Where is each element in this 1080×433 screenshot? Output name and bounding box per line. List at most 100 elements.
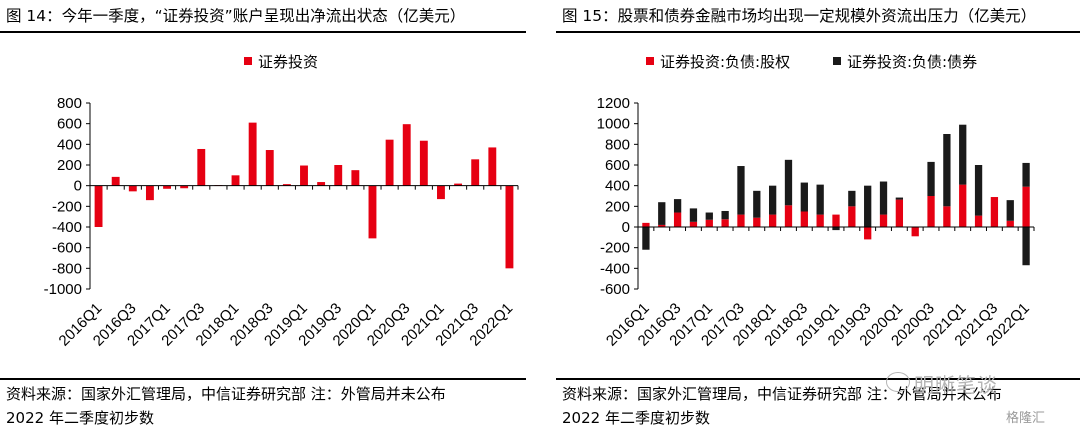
bar (419, 140, 428, 186)
bar (351, 170, 360, 186)
bar (689, 208, 698, 222)
bar (658, 202, 666, 225)
y-tick-label: -200 (52, 198, 82, 215)
bar (1022, 186, 1030, 227)
y-tick-label: 1200 (597, 95, 630, 112)
bar (800, 182, 808, 212)
bar (300, 165, 308, 186)
y-tick-label: 600 (57, 116, 82, 133)
legend-swatch (244, 57, 252, 65)
bar (385, 139, 394, 186)
legend-swatch (646, 57, 654, 65)
y-tick-label: -1000 (44, 281, 82, 298)
chart-panel-left: 图 14：今年一季度，“证券投资”账户呈现出净流出状态（亿美元） -1000 -8… (0, 0, 526, 433)
source-line-2: 2022 年二季度初步数 (6, 409, 154, 427)
bar (658, 224, 666, 227)
y-tick-label: 200 (57, 157, 82, 174)
source-line-1: 资料来源：国家外汇管理局，中信证券研究部 注：外管局并未公布 (6, 385, 446, 403)
bar (927, 161, 935, 196)
bar (471, 159, 480, 186)
y-tick-label: 0 (74, 178, 82, 195)
bar (197, 148, 206, 186)
bar (816, 214, 824, 227)
source-note: 资料来源：国家外汇管理局，中信证券研究部 注：外管局并未公布 2022 年二季度… (6, 382, 526, 430)
bar (769, 185, 777, 215)
bar (231, 175, 240, 186)
y-tick-label: 800 (57, 95, 82, 112)
bar (879, 181, 888, 215)
bar (705, 219, 713, 227)
bar (974, 165, 983, 216)
wechat-icon (886, 372, 910, 392)
bar (128, 185, 137, 192)
source-note: 资料来源：国家外汇管理局，中信证券研究部 注：外管局并未公布 2022 年二季度… (562, 382, 1080, 430)
bar (721, 219, 729, 227)
bar (800, 211, 808, 227)
y-tick-label: -600 (52, 240, 82, 257)
bar (769, 214, 777, 227)
bar (402, 124, 411, 186)
bar (943, 134, 951, 207)
y-tick-label: 800 (605, 136, 630, 153)
bar (753, 190, 761, 218)
bar (832, 227, 840, 231)
bar (943, 206, 951, 227)
bar (721, 210, 729, 220)
bar (784, 205, 793, 227)
y-tick-label: -600 (600, 281, 630, 298)
bar (848, 190, 856, 207)
bar (927, 196, 935, 227)
bar (784, 159, 793, 206)
bar (488, 147, 497, 186)
watermark-badge: 格隆汇 (1006, 411, 1046, 426)
bar (848, 206, 856, 227)
y-tick-label: 0 (622, 219, 630, 236)
bar (265, 150, 274, 186)
chart-svg-equity-bond-liabilities: -600-400-2000200400600800100012002016Q12… (597, 53, 1035, 350)
y-tick-label: 1000 (597, 116, 630, 133)
legend-swatch (833, 57, 841, 65)
bar (1022, 227, 1030, 266)
bar (642, 227, 650, 250)
bar (895, 199, 904, 227)
bar (879, 214, 888, 227)
y-tick-label: -400 (600, 260, 630, 277)
bar (454, 183, 463, 186)
source-line-2: 2022 年二季度初步数 (562, 409, 710, 427)
bar (753, 217, 761, 227)
bar (959, 184, 967, 227)
source-line-1: 资料来源：国家外汇管理局，中信证券研究部 注：外管局并未公布 (562, 385, 1002, 403)
y-tick-label: 400 (57, 136, 82, 153)
legend-label: 证券投资:负债:债券 (847, 53, 977, 71)
bar (94, 185, 103, 227)
bar (911, 227, 919, 237)
bar (368, 185, 377, 239)
divider (0, 378, 526, 380)
bar (1022, 162, 1030, 187)
bar (317, 182, 326, 186)
bar (974, 215, 983, 227)
bar (111, 176, 120, 186)
y-tick-label: -400 (52, 219, 82, 236)
legend-label: 证券投资:负债:股权 (660, 53, 790, 71)
chart-panel-right: 图 15：股票和债券金融市场均出现一定规模外资流出压力（亿美元） -600 -40… (556, 0, 1080, 433)
bar (180, 185, 189, 189)
y-tick-label: -800 (52, 260, 82, 277)
bar (282, 184, 291, 186)
bar (1006, 220, 1014, 227)
bar (832, 214, 840, 227)
bar (959, 124, 967, 185)
legend-label: 证券投资 (258, 53, 318, 71)
bar (816, 184, 824, 215)
bar (673, 212, 682, 227)
bar (705, 212, 713, 220)
watermark-text: 明晰笔谈 (914, 373, 998, 397)
bar (642, 222, 650, 227)
bar (689, 221, 698, 227)
chart-svg-securities-investment: -1000-800-600-400-20002004006008002016Q1… (44, 53, 519, 350)
y-tick-label: 600 (605, 157, 630, 174)
divider (0, 31, 526, 33)
bar (145, 185, 154, 201)
divider (556, 31, 1080, 33)
bar (163, 185, 171, 189)
